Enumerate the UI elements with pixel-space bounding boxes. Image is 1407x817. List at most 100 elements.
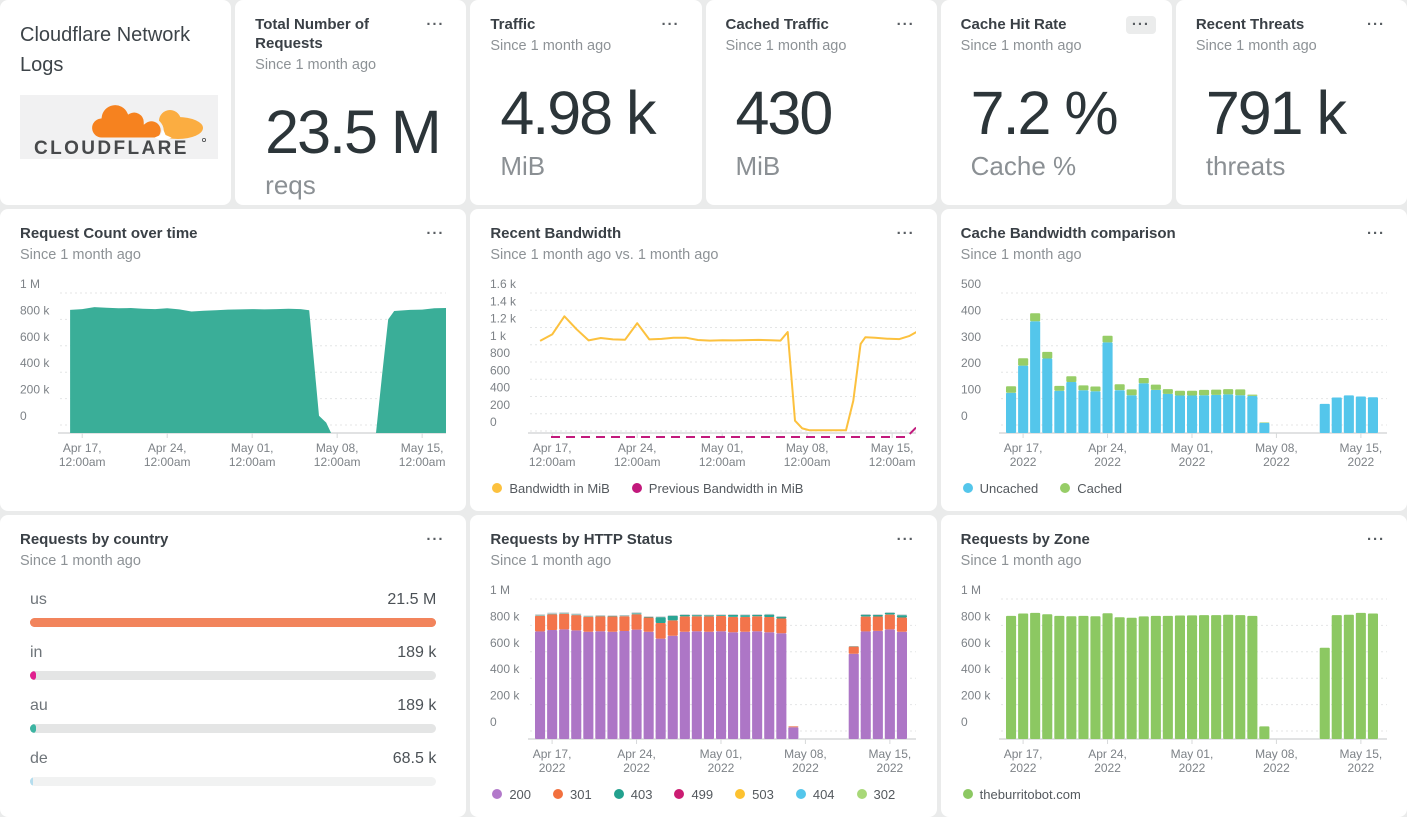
svg-text:200 k: 200 k [961, 688, 991, 702]
legend-item-theburritobot-com[interactable]: theburritobot.com [962, 787, 1081, 802]
svg-text:0: 0 [20, 409, 27, 423]
country-value: 189 k [397, 696, 437, 714]
svg-text:0: 0 [490, 715, 497, 729]
country-row-in[interactable]: in 189 k [30, 643, 437, 680]
legend-item-403[interactable]: 403 [613, 786, 653, 802]
panel-menu-icon[interactable]: ··· [891, 16, 921, 34]
legend-label: Uncached [979, 480, 1039, 496]
panel-subtitle: Since 1 month ago [490, 37, 612, 54]
panel-subtitle: Since 1 month ago [1195, 37, 1317, 54]
country-value: 189 k [397, 643, 437, 661]
legend-item-bandwidth-in-mib[interactable]: Bandwidth in MiB [492, 481, 610, 496]
panel-menu-icon[interactable]: ··· [891, 225, 921, 243]
legend-item-404[interactable]: 404 [795, 787, 835, 802]
panel-menu-icon[interactable]: ··· [420, 531, 450, 549]
panel-menu-icon[interactable]: ··· [1125, 16, 1156, 34]
svg-text:Apr 17,: Apr 17, [63, 441, 102, 455]
country-label: in [30, 643, 43, 661]
svg-text:May 08,: May 08, [1255, 747, 1298, 761]
svg-text:May 08,: May 08, [784, 747, 827, 761]
svg-text:2022: 2022 [1263, 761, 1290, 775]
country-bar-track [30, 670, 437, 680]
panel-requests-by-http-status: Requests by HTTP Status Since 1 month ag… [470, 515, 937, 817]
legend-dot [553, 789, 564, 800]
panel-request-count: Request Count over time Since 1 month ag… [0, 209, 467, 511]
dashboard-title: Cloudflare Network Logs [20, 24, 191, 76]
legend-item-503[interactable]: 503 [735, 787, 774, 802]
legend-item-cached[interactable]: Cached [1060, 481, 1122, 496]
svg-text:2022: 2022 [1347, 761, 1374, 775]
panel-menu-icon[interactable]: ··· [656, 16, 686, 34]
legend-dot [674, 789, 685, 800]
legend-item-200[interactable]: 200 [492, 787, 531, 802]
panel-menu-icon[interactable]: ··· [1361, 531, 1391, 549]
svg-text:200 k: 200 k [490, 688, 520, 702]
country-bar-fill [30, 617, 437, 627]
svg-text:May 15,: May 15, [1339, 441, 1382, 455]
legend-label: 403 [630, 786, 653, 802]
country-value: 21.5 M [387, 590, 437, 608]
legend-item-301[interactable]: 301 [553, 787, 592, 802]
recent-bandwidth-legend: Bandwidth in MiB Previous Bandwidth in Mi… [490, 481, 916, 496]
panel-total-requests: Total Number of Requests Since 1 month a… [235, 0, 467, 205]
svg-text:May 01,: May 01, [1170, 441, 1213, 455]
kpi-unit: MiB [500, 150, 546, 181]
svg-text:800 k: 800 k [961, 609, 991, 623]
svg-text:May 01,: May 01, [1170, 747, 1213, 761]
country-row-au[interactable]: au 189 k [30, 696, 437, 733]
country-row-de[interactable]: de 68.5 k [30, 750, 437, 786]
svg-text:100: 100 [961, 382, 981, 396]
svg-text:May 01,: May 01, [700, 747, 743, 761]
svg-text:Apr 17,: Apr 17, [533, 747, 572, 761]
panel-menu-icon[interactable]: ··· [891, 531, 921, 549]
svg-text:Apr 24,: Apr 24, [1088, 441, 1127, 455]
svg-text:600 k: 600 k [961, 636, 991, 650]
svg-text:400 k: 400 k [961, 662, 991, 676]
legend-item-499[interactable]: 499 [674, 787, 713, 802]
panel-subtitle: Since 1 month ago [490, 552, 612, 569]
panel-title: Total Number of Requests [255, 16, 370, 52]
svg-text:2022: 2022 [624, 761, 651, 775]
panel-title: Traffic [490, 16, 536, 33]
svg-text:400 k: 400 k [490, 662, 520, 676]
panel-subtitle: Since 1 month ago [960, 37, 1082, 54]
svg-text:200 k: 200 k [20, 382, 50, 396]
kpi-unit: Cache % [970, 150, 1077, 181]
svg-text:May 08,: May 08, [316, 441, 359, 455]
legend-dot [962, 789, 973, 800]
svg-text:May 15,: May 15, [869, 747, 912, 761]
legend-dot [795, 789, 806, 800]
svg-text:1.4 k: 1.4 k [490, 294, 517, 308]
legend-item-uncached[interactable]: Uncached [962, 480, 1039, 496]
kpi-unit: threats [1205, 150, 1286, 181]
legend-label: 200 [509, 786, 532, 802]
legend-item-302[interactable]: 302 [856, 787, 895, 802]
country-row-us[interactable]: us 21.5 M [30, 590, 437, 627]
legend-dot [492, 483, 503, 494]
country-bar-fill [30, 670, 36, 680]
svg-text:12:00am: 12:00am [59, 455, 106, 469]
legend-dot [735, 789, 746, 800]
panel-requests-by-country: Requests by country Since 1 month ago ··… [0, 515, 467, 817]
panel-menu-icon[interactable]: ··· [420, 16, 450, 34]
panel-title: Recent Bandwidth [490, 225, 622, 242]
country-label: au [30, 696, 48, 714]
legend-item-previous-bandwidth-in-mib[interactable]: Previous Bandwidth in MiB [631, 481, 803, 496]
svg-text:12:00am: 12:00am [869, 455, 916, 469]
svg-text:1.2 k: 1.2 k [490, 311, 517, 325]
svg-text:1 M: 1 M [20, 277, 40, 291]
svg-text:1.6 k: 1.6 k [490, 277, 517, 291]
panel-menu-icon[interactable]: ··· [1361, 16, 1391, 34]
cloudflare-logo: CLOUDFLARE [20, 95, 218, 159]
panel-cached-traffic: Cached Traffic Since 1 month ago ··· 430… [705, 0, 937, 205]
svg-text:2022: 2022 [1009, 455, 1036, 469]
panel-menu-icon[interactable]: ··· [420, 225, 450, 243]
panel-menu-icon[interactable]: ··· [1361, 225, 1391, 243]
panel-subtitle: Since 1 month ago [20, 246, 141, 263]
